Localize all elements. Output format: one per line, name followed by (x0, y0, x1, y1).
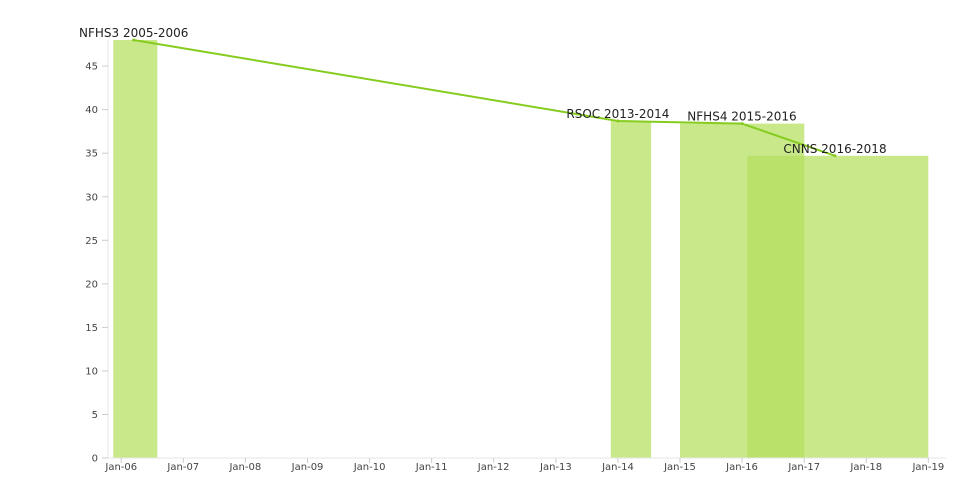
x-tick-label: Jan-09 (291, 462, 324, 473)
x-tick-label: Jan-17 (787, 462, 820, 473)
survey-bars (113, 40, 929, 459)
x-tick-label: Jan-15 (663, 462, 696, 473)
y-tick-label: 30 (85, 192, 98, 203)
bar-0 (113, 40, 158, 458)
x-tick-label: Jan-12 (477, 462, 510, 473)
y-tick-label: 10 (85, 366, 98, 377)
x-tick-label: Jan-10 (353, 462, 386, 473)
x-tick-label: Jan-06 (104, 462, 137, 473)
y-tick-label: 20 (85, 279, 98, 290)
trend-point-0 (132, 38, 136, 42)
x-tick-label: Jan-14 (601, 462, 634, 473)
x-tick-label: Jan-11 (415, 462, 448, 473)
axes: 0 5 10 15 20 25 30 35 40 45 Jan-06 Jan-07 Jan-08 Jan-… (85, 40, 946, 473)
survey-label-3: CNNS 2016-2018 (783, 142, 886, 156)
x-tick-label: Jan-16 (725, 462, 758, 473)
x-tick-label: Jan-08 (228, 462, 261, 473)
y-tick-label: 25 (85, 236, 98, 247)
y-tick-label: 35 (85, 149, 98, 160)
y-tick-label: 40 (85, 105, 98, 116)
y-tick-label: 0 (92, 454, 98, 465)
y-tick-label: 5 (92, 410, 98, 421)
survey-label-1: RSOC 2013-2014 (566, 107, 669, 121)
survey-label-0: NFHS3 2005-2006 (79, 26, 188, 40)
x-tick-label: Jan-13 (539, 462, 572, 473)
trend-line-group (132, 38, 837, 158)
trend-point-1 (616, 119, 620, 123)
survey-labels: NFHS3 2005-2006 RSOC 2013-2014 NFHS4 2015-… (79, 26, 887, 156)
bar-3 (747, 155, 929, 459)
x-tick-label: Jan-07 (166, 462, 199, 473)
survey-label-2: NFHS4 2015-2016 (687, 110, 796, 124)
trend-point-3 (833, 154, 837, 158)
bar-1 (610, 121, 652, 458)
trend-point-2 (740, 122, 744, 126)
trend-line (133, 39, 836, 157)
x-tick-label: Jan-19 (911, 462, 944, 473)
y-tick-label: 15 (85, 323, 98, 334)
y-tick-label: 45 (85, 62, 98, 73)
x-tick-label: Jan-18 (849, 462, 882, 473)
